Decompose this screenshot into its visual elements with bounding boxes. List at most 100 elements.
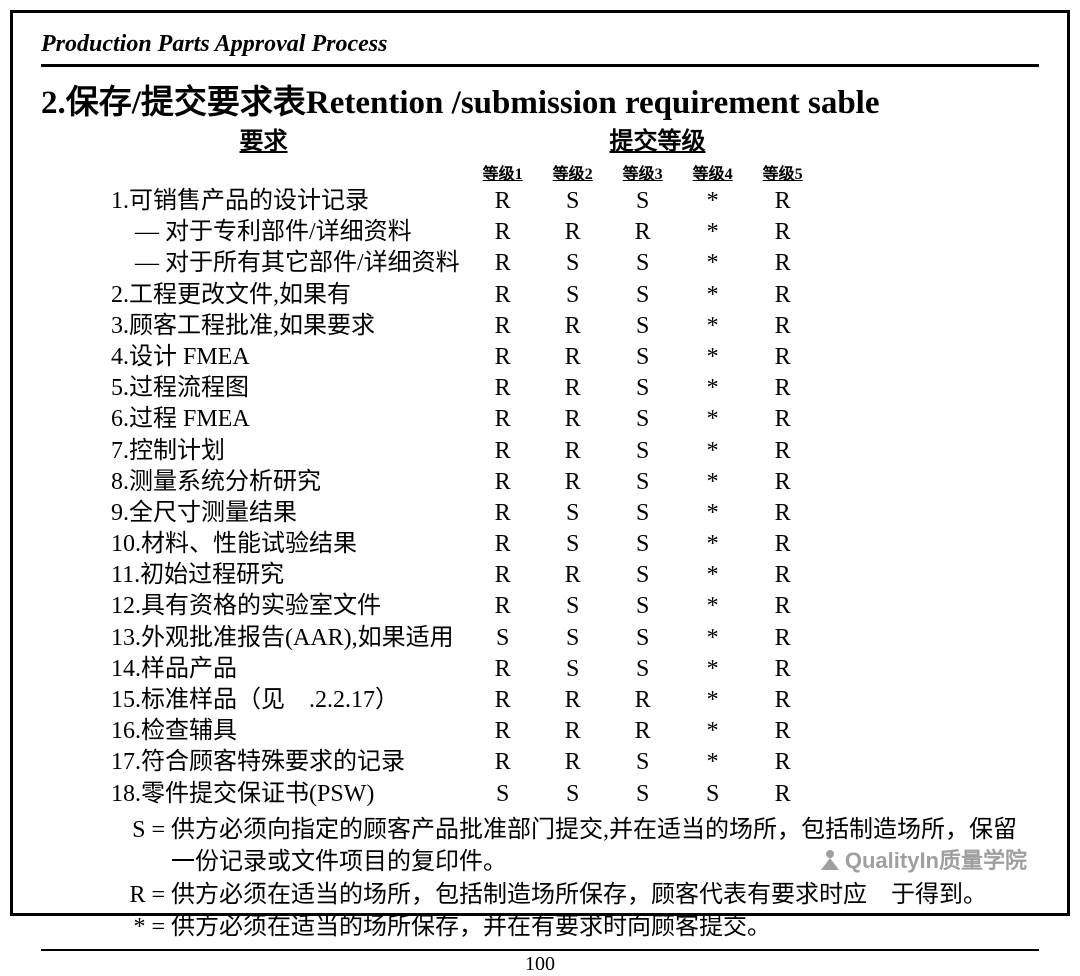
- level-value: *: [678, 685, 748, 716]
- table-row: 2.工程更改文件,如果有RSS*R: [111, 280, 1039, 311]
- legend-row: R =供方必须在适当的场所，包括制造场所保存，顾客代表有要求时应 于得到。: [111, 879, 1019, 911]
- legend-key: R =: [111, 879, 171, 911]
- level-value: R: [468, 498, 538, 529]
- table-row: 4.设计 FMEARRS*R: [111, 342, 1039, 373]
- watermark-text: QualityIn质量学院: [845, 843, 1027, 875]
- table-row: 3.顾客工程批准,如果要求RRS*R: [111, 311, 1039, 342]
- level-value: *: [678, 654, 748, 685]
- level-value: S: [608, 779, 678, 810]
- level-value: R: [468, 342, 538, 373]
- requirement-label: 17.符合顾客特殊要求的记录: [111, 747, 468, 778]
- table-row: — 对于专利部件/详细资料RRR*R: [111, 217, 1039, 248]
- level-value: S: [538, 186, 608, 217]
- requirement-label: — 对于专利部件/详细资料: [111, 217, 468, 248]
- level-value: R: [468, 248, 538, 279]
- row-spacer: [818, 716, 1039, 747]
- requirement-label: 6.过程 FMEA: [111, 404, 468, 435]
- level-value: R: [468, 311, 538, 342]
- legend-text: 供方必须在适当的场所，包括制造场所保存，顾客代表有要求时应 于得到。: [171, 879, 1019, 911]
- level-value: R: [748, 280, 818, 311]
- level-value: S: [608, 747, 678, 778]
- col-level-3: 等级3: [608, 158, 678, 186]
- legend-row: * =供方必须在适当的场所保存，并在有要求时向顾客提交。: [111, 911, 1019, 943]
- level-value: S: [608, 404, 678, 435]
- col-level-1: 等级1: [468, 158, 538, 186]
- level-value: R: [748, 529, 818, 560]
- row-spacer: [818, 467, 1039, 498]
- level-value: R: [468, 654, 538, 685]
- level-value: S: [538, 623, 608, 654]
- requirement-label: 3.顾客工程批准,如果要求: [111, 311, 468, 342]
- level-value: R: [468, 373, 538, 404]
- level-value: S: [538, 779, 608, 810]
- level-value: S: [608, 311, 678, 342]
- col-spacer: [818, 158, 1039, 186]
- requirement-label: 10.材料、性能试验结果: [111, 529, 468, 560]
- level-value: R: [468, 591, 538, 622]
- table-row: 7.控制计划RRS*R: [111, 436, 1039, 467]
- requirement-label: 9.全尺寸测量结果: [111, 498, 468, 529]
- requirement-label: 16.检查辅具: [111, 716, 468, 747]
- level-value: R: [748, 436, 818, 467]
- level-value: R: [748, 186, 818, 217]
- row-spacer: [818, 654, 1039, 685]
- row-spacer: [818, 436, 1039, 467]
- level-value: R: [748, 217, 818, 248]
- table-row: 1.可销售产品的设计记录RSS*R: [111, 186, 1039, 217]
- requirements-table: 等级1 等级2 等级3 等级4 等级5 1.可销售产品的设计记录RSS*R — …: [111, 158, 1039, 810]
- level-value: R: [538, 404, 608, 435]
- col-level-4: 等级4: [678, 158, 748, 186]
- level-value: S: [538, 591, 608, 622]
- table-row: 8.测量系统分析研究RRS*R: [111, 467, 1039, 498]
- requirements-table-wrap: 等级1 等级2 等级3 等级4 等级5 1.可销售产品的设计记录RSS*R — …: [41, 158, 1039, 810]
- level-value: R: [468, 186, 538, 217]
- row-spacer: [818, 186, 1039, 217]
- level-value: R: [748, 467, 818, 498]
- level-value: *: [678, 529, 748, 560]
- requirement-label: 18.零件提交保证书(PSW): [111, 779, 468, 810]
- row-spacer: [818, 529, 1039, 560]
- requirement-label: 8.测量系统分析研究: [111, 467, 468, 498]
- table-row: 11.初始过程研究RRS*R: [111, 560, 1039, 591]
- row-spacer: [818, 311, 1039, 342]
- level-value: R: [538, 560, 608, 591]
- level-value: S: [538, 498, 608, 529]
- section-title: 2.保存/提交要求表Retention /submission requirem…: [41, 75, 1039, 123]
- table-row: — 对于所有其它部件/详细资料RSS*R: [111, 248, 1039, 279]
- level-value: R: [468, 685, 538, 716]
- table-header-row: 等级1 等级2 等级3 等级4 等级5: [111, 158, 1039, 186]
- row-spacer: [818, 248, 1039, 279]
- level-value: *: [678, 623, 748, 654]
- legend-block: S =供方必须向指定的顾客产品批准部门提交,并在适当的场所，包括制造场所，保留一…: [41, 814, 1039, 944]
- level-value: R: [608, 716, 678, 747]
- subheader-row: 要求 提交等级: [41, 121, 1039, 156]
- level-value: R: [608, 217, 678, 248]
- row-spacer: [818, 342, 1039, 373]
- col-blank: [111, 158, 468, 186]
- level-value: R: [748, 591, 818, 622]
- level-value: S: [538, 654, 608, 685]
- level-value: S: [608, 280, 678, 311]
- level-value: *: [678, 186, 748, 217]
- level-value: S: [608, 529, 678, 560]
- requirement-label: 15.标准样品（见 .2.2.17）: [111, 685, 468, 716]
- table-row: 12.具有资格的实验室文件RSS*R: [111, 591, 1039, 622]
- level-value: *: [678, 217, 748, 248]
- level-value: R: [748, 248, 818, 279]
- level-value: *: [678, 248, 748, 279]
- level-value: R: [538, 436, 608, 467]
- col-level-5: 等级5: [748, 158, 818, 186]
- page-frame: Production Parts Approval Process 2.保存/提…: [10, 10, 1070, 916]
- requirement-label: 2.工程更改文件,如果有: [111, 280, 468, 311]
- level-value: S: [608, 467, 678, 498]
- row-spacer: [818, 404, 1039, 435]
- level-value: R: [468, 404, 538, 435]
- level-value: S: [608, 560, 678, 591]
- requirement-label: 13.外观批准报告(AAR),如果适用: [111, 623, 468, 654]
- level-value: S: [608, 654, 678, 685]
- table-row: 16.检查辅具RRR*R: [111, 716, 1039, 747]
- level-value: R: [538, 311, 608, 342]
- table-row: 14.样品产品RSS*R: [111, 654, 1039, 685]
- level-value: R: [748, 560, 818, 591]
- requirement-label: 7.控制计划: [111, 436, 468, 467]
